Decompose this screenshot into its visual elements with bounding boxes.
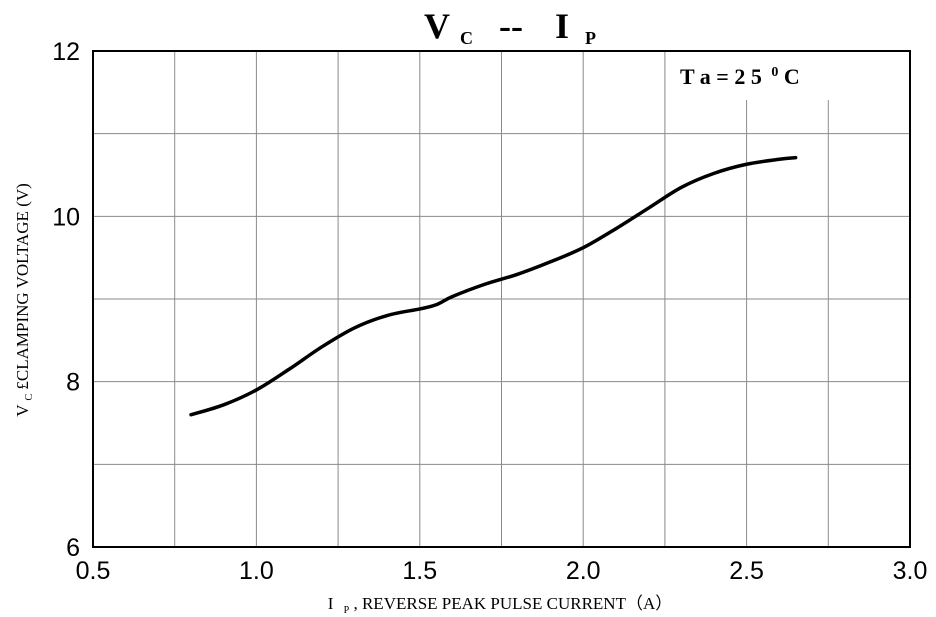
tick-labels: 0.5 1.0 1.5 2.0 2.5 3.0 6 8 10 12 bbox=[52, 38, 927, 585]
plot-frame bbox=[92, 50, 911, 548]
x-axis-label-subscript: P bbox=[344, 605, 350, 616]
x-tick-label: 2.0 bbox=[566, 557, 601, 585]
x-tick-label: 0.5 bbox=[76, 557, 111, 585]
x-axis-label-main: I bbox=[328, 594, 334, 613]
chart-title: V C -- I P bbox=[424, 6, 596, 48]
y-axis-label-main: V bbox=[13, 404, 32, 417]
series-line bbox=[189, 155, 798, 417]
title-separator: -- bbox=[499, 6, 523, 46]
y-tick-label: 10 bbox=[52, 203, 80, 231]
y-tick-label: 6 bbox=[66, 534, 80, 562]
title-v: V bbox=[424, 6, 450, 46]
x-tick-label: 3.0 bbox=[893, 557, 928, 585]
annotation-text: T a = 2 5 bbox=[680, 64, 762, 89]
annotation-temperature: T a = 2 5 0 C bbox=[680, 56, 800, 89]
x-axis-label: I P , REVERSE PEAK PULSE CURRENT（A） bbox=[328, 594, 673, 617]
y-axis-label: V C £­CLAMPING VOLTAGE (V) bbox=[13, 183, 36, 417]
annotation-unit: C bbox=[784, 64, 800, 89]
x-tick-label: 2.5 bbox=[729, 557, 764, 585]
y-axis-label-subscript: C bbox=[24, 394, 35, 401]
title-i: I bbox=[555, 6, 569, 46]
grid bbox=[93, 51, 910, 547]
x-axis-label-rest: , REVERSE PEAK PULSE CURRENT（A） bbox=[353, 594, 672, 613]
y-tick-label: 8 bbox=[66, 369, 80, 397]
x-tick-label: 1.0 bbox=[239, 557, 274, 585]
x-tick-label: 1.5 bbox=[402, 557, 437, 585]
title-v-subscript: C bbox=[460, 28, 473, 48]
title-i-subscript: P bbox=[585, 28, 596, 48]
y-axis-label-rest: £­CLAMPING VOLTAGE (V) bbox=[13, 183, 32, 389]
annotation-superscript: 0 bbox=[771, 65, 778, 80]
y-tick-label: 12 bbox=[52, 38, 80, 66]
annotation-box bbox=[666, 52, 909, 100]
series-group bbox=[189, 155, 798, 417]
